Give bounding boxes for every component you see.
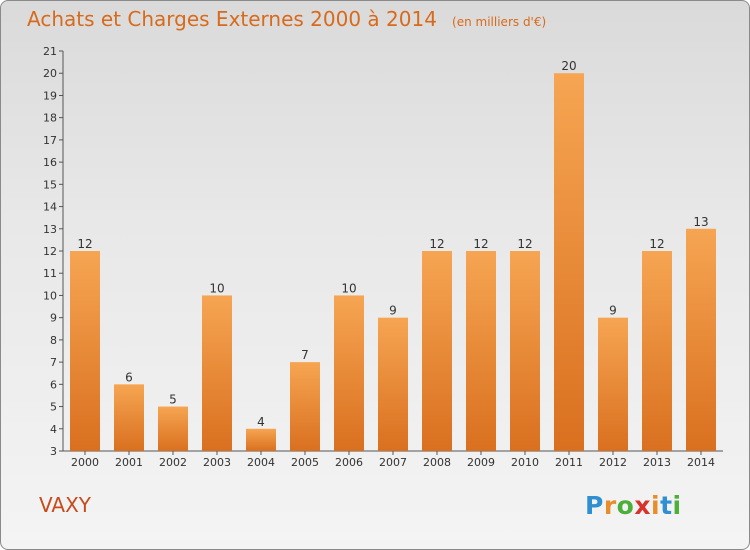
bar-2002	[158, 406, 188, 451]
bar-2012	[598, 317, 628, 451]
x-tick-label: 2005	[291, 456, 319, 469]
value-label-2002: 5	[169, 393, 177, 407]
bar-2000	[70, 251, 100, 451]
y-tick-label: 4	[50, 423, 57, 436]
logo-letter: i	[651, 491, 661, 520]
x-tick-label: 2012	[599, 456, 627, 469]
bar-2007	[378, 317, 408, 451]
logo-letter: x	[634, 491, 651, 520]
bar-2006	[334, 295, 364, 451]
value-label-2004: 4	[257, 415, 265, 429]
x-tick-label: 2008	[423, 456, 451, 469]
value-label-2006: 10	[341, 281, 356, 295]
bar-2009	[466, 251, 496, 451]
y-tick-label: 6	[50, 378, 57, 391]
bar-2008	[422, 251, 452, 451]
y-tick-label: 16	[43, 156, 57, 169]
x-tick-label: 2003	[203, 456, 231, 469]
y-tick-label: 3	[50, 445, 57, 458]
y-tick-label: 21	[43, 45, 57, 58]
value-label-2010: 12	[517, 237, 532, 251]
y-tick-label: 12	[43, 245, 57, 258]
y-tick-label: 20	[43, 67, 57, 80]
y-tick-label: 14	[43, 201, 57, 214]
y-tick-label: 9	[50, 312, 57, 325]
logo-letter: P	[585, 491, 604, 520]
x-tick-label: 2013	[643, 456, 671, 469]
y-tick-label: 8	[50, 334, 57, 347]
commune-name: VAXY	[39, 493, 92, 517]
y-tick-label: 13	[43, 223, 57, 236]
y-tick-label: 7	[50, 356, 57, 369]
x-tick-label: 2010	[511, 456, 539, 469]
y-tick-label: 10	[43, 289, 57, 302]
chart-title: Achats et Charges Externes 2000 à 2014	[27, 7, 437, 31]
y-tick-label: 11	[43, 267, 57, 280]
x-tick-label: 2011	[555, 456, 583, 469]
bar-2010	[510, 251, 540, 451]
bar-2004	[246, 428, 276, 451]
logo-letter: o	[616, 491, 635, 520]
y-tick-label: 17	[43, 134, 57, 147]
x-tick-label: 2001	[115, 456, 143, 469]
value-label-2007: 9	[389, 304, 397, 318]
value-label-2014: 13	[693, 215, 708, 229]
logo-letter: i	[672, 491, 682, 520]
logo-letter: t	[660, 491, 673, 520]
y-tick-label: 5	[50, 401, 57, 414]
bar-2013	[642, 251, 672, 451]
x-tick-label: 2004	[247, 456, 275, 469]
logo-letter: r	[603, 491, 617, 520]
y-tick-label: 19	[43, 89, 57, 102]
value-label-2000: 12	[77, 237, 92, 251]
value-label-2001: 6	[125, 370, 133, 384]
y-tick-label: 18	[43, 112, 57, 125]
chart-unit: (en milliers d'€)	[452, 15, 547, 29]
value-label-2013: 12	[649, 237, 664, 251]
value-label-2011: 20	[561, 59, 576, 73]
bar-2005	[290, 362, 320, 451]
title-row: Achats et Charges Externes 2000 à 2014 (…	[27, 7, 546, 31]
x-tick-label: 2000	[71, 456, 99, 469]
proxiti-logo: Proxiti	[585, 491, 682, 520]
x-tick-label: 2002	[159, 456, 187, 469]
value-label-2003: 10	[209, 281, 224, 295]
bar-2014	[686, 228, 716, 451]
value-label-2008: 12	[429, 237, 444, 251]
bars	[70, 73, 716, 451]
x-tick-label: 2006	[335, 456, 363, 469]
x-tick-label: 2007	[379, 456, 407, 469]
bar-2011	[554, 73, 584, 451]
value-label-2009: 12	[473, 237, 488, 251]
axes: 3 4 5 6 7 8 9 10 11 12 13 14 15 16 17 18 19 20 21 2000 2001 2…	[43, 45, 723, 469]
y-tick-label: 15	[43, 178, 57, 191]
x-tick-label: 2009	[467, 456, 495, 469]
value-label-2005: 7	[301, 348, 309, 362]
bar-2003	[202, 295, 232, 451]
bar-2001	[114, 384, 144, 451]
x-tick-label: 2014	[687, 456, 715, 469]
value-label-2012: 9	[609, 304, 617, 318]
value-labels: 12 6 5 10 4 7 10 9 12 12 12 20 9 12 13	[77, 59, 708, 429]
